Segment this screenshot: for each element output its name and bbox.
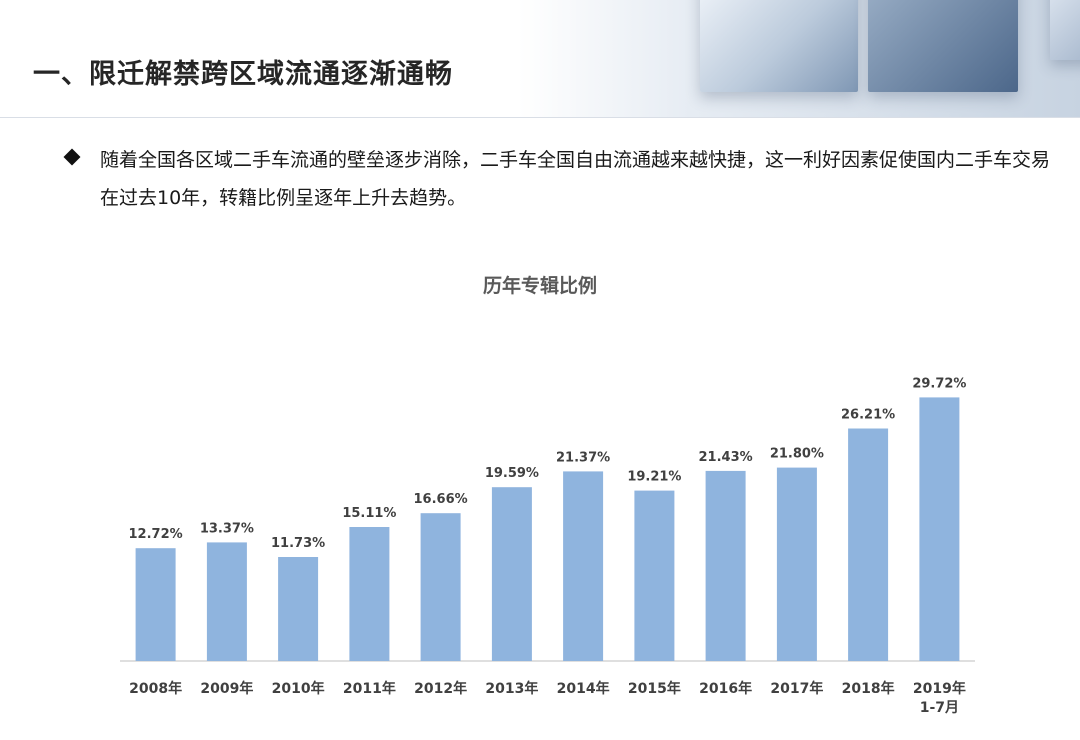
x-tick-label-1: 2009年 <box>200 680 253 697</box>
header-banner: 一、限迁解禁跨区域流通逐渐通畅 <box>0 0 1080 118</box>
bar-6 <box>563 471 604 661</box>
cube-decoration <box>868 0 1018 92</box>
page-title: 一、限迁解禁跨区域流通逐渐通畅 <box>33 59 453 90</box>
data-label-11: 29.72% <box>912 376 966 391</box>
bar-1 <box>206 542 247 661</box>
cube-decoration <box>1050 0 1080 60</box>
data-label-1: 13.37% <box>200 521 254 536</box>
bar-11 <box>919 397 960 661</box>
x-tick-label-3: 2011年 <box>343 680 396 697</box>
bar-2 <box>278 557 319 661</box>
x-tick-label-8: 2016年 <box>699 680 752 697</box>
x-tick-label-5: 2013年 <box>485 680 538 697</box>
bullet-text: 随着全国各区域二手车流通的壁垒逐步消除，二手车全国自由流通越来越快捷，这一利好因… <box>100 149 1051 209</box>
data-label-5: 19.59% <box>485 466 539 481</box>
bar-9 <box>776 467 817 661</box>
data-label-10: 26.21% <box>841 408 895 423</box>
bar-0 <box>135 548 176 661</box>
x-tick-label-4: 2012年 <box>414 680 467 697</box>
chart-title: 历年专辑比例 <box>483 274 597 297</box>
data-label-7: 19.21% <box>627 470 681 485</box>
bar-4 <box>420 513 461 661</box>
data-label-9: 21.80% <box>770 447 824 462</box>
x-tick-label-7: 2015年 <box>628 680 681 697</box>
x-tick-label-10: 2018年 <box>842 680 895 697</box>
cube-decoration <box>700 0 858 92</box>
data-label-0: 12.72% <box>129 527 183 542</box>
bar-7 <box>634 490 675 661</box>
x-tick-label-0: 2008年 <box>129 680 182 697</box>
data-label-6: 21.37% <box>556 450 610 465</box>
data-label-2: 11.73% <box>271 536 325 551</box>
x-tick-label-11: 2019年 1-7月 <box>913 680 966 716</box>
bar-5 <box>491 487 532 661</box>
header-divider <box>0 117 1080 118</box>
data-label-8: 21.43% <box>699 450 753 465</box>
data-label-3: 15.11% <box>342 506 396 521</box>
data-label-4: 16.66% <box>414 492 468 507</box>
x-tick-label-6: 2014年 <box>557 680 610 697</box>
bar-3 <box>349 527 390 661</box>
x-tick-label-9: 2017年 <box>770 680 823 697</box>
bar-10 <box>848 428 889 661</box>
bar-8 <box>705 470 746 661</box>
x-tick-label-2: 2010年 <box>272 680 325 697</box>
